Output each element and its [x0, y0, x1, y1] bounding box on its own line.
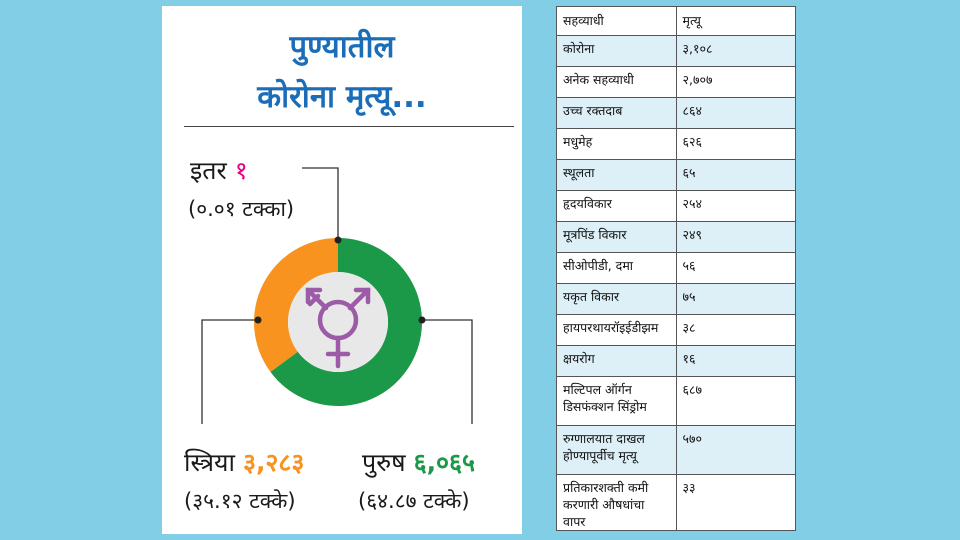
comorbidity-label-line: डिसफंक्शन सिंड्रोम [563, 399, 647, 414]
comorbidity-cell: यकृत विकार [556, 283, 677, 315]
comorbidity-label-line: मल्टिपल ऑर्गन [563, 382, 632, 397]
female-marker-dot [254, 316, 262, 324]
comorbidity-label-line: सीओपीडी, दमा [563, 258, 634, 273]
deaths-cell: ५६ [675, 252, 796, 284]
comorbidity-label-line: यकृत विकार [563, 289, 620, 304]
deaths-cell: २४९ [675, 221, 796, 253]
table-row: हृदयविकार २५४ [556, 190, 796, 222]
other-leader-line [302, 167, 339, 240]
comorbidity-label-line: उच्च रक्तदाब [563, 103, 623, 118]
female-percent: (३५.१२ टक्के) [184, 489, 296, 513]
table-row: स्थूलता ६५ [556, 159, 796, 191]
transgender-symbol-icon [305, 287, 371, 369]
table-row: सीओपीडी, दमा ५६ [556, 252, 796, 284]
comorbidity-cell: कोरोना [556, 35, 677, 67]
deaths-cell: ३८ [675, 314, 796, 346]
comorbidity-cell: सीओपीडी, दमा [556, 252, 677, 284]
table-row: मल्टिपल ऑर्गन डिसफंक्शन सिंड्रोम ६८७ [556, 376, 796, 426]
female-label: स्त्रिया ३,२८३ [184, 448, 304, 478]
male-leader-line [422, 319, 473, 424]
table-header-row: सहव्याधी मृत्यू [556, 6, 796, 36]
comorbidity-label-line: मधुमेह [563, 134, 593, 149]
male-marker-dot [418, 316, 426, 324]
header-deaths: मृत्यू [675, 6, 796, 36]
male-value: ६,०६५ [413, 448, 476, 477]
other-percent: (०.०१ टक्का) [188, 197, 295, 221]
deaths-cell: २,७०७ [675, 66, 796, 98]
comorbidity-cell: उच्च रक्तदाब [556, 97, 677, 129]
deaths-cell: ७५ [675, 283, 796, 315]
male-percent: (६४.८७ टक्के) [358, 489, 470, 513]
comorbidity-cell: हृदयविकार [556, 190, 677, 222]
deaths-cell: २५४ [675, 190, 796, 222]
table-row: रुग्णालयात दाखल होण्यापूर्वीच मृत्यू ५७० [556, 425, 796, 475]
donut-chart [201, 167, 473, 424]
deaths-cell: ३,१०८ [675, 35, 796, 67]
comorbidity-label-line: करणारी औषधांचा वापर [563, 497, 645, 529]
deaths-cell: ६२६ [675, 128, 796, 160]
female-leader-line [201, 319, 258, 424]
table-row: प्रतिकारशक्ती कमी करणारी औषधांचा वापर ३३ [556, 474, 796, 531]
comorbidity-label-line: अनेक सहव्याधी [563, 72, 634, 87]
comorbidity-cell: मूत्रपिंड विकार [556, 221, 677, 253]
header-comorbidity: सहव्याधी [556, 6, 677, 36]
comorbidity-label-line: रुग्णालयात दाखल [563, 431, 645, 446]
table-row: क्षयरोग १६ [556, 345, 796, 377]
deaths-cell: ६५ [675, 159, 796, 191]
comorbidity-cell: मधुमेह [556, 128, 677, 160]
table-row: मूत्रपिंड विकार २४९ [556, 221, 796, 253]
comorbidity-label-line: हायपरथायरॉइईडीझम [563, 320, 659, 335]
comorbidity-label-line: क्षयरोग [563, 351, 595, 366]
female-value: ३,२८३ [242, 448, 305, 477]
infographic-title-line1: पुण्यातील [289, 29, 395, 65]
comorbidity-cell: प्रतिकारशक्ती कमी करणारी औषधांचा वापर [556, 474, 677, 531]
comorbidity-table: सहव्याधी मृत्यू कोरोना ३,१०८ अनेक सहव्याधी… [556, 6, 796, 531]
comorbidity-cell: हायपरथायरॉइईडीझम [556, 314, 677, 346]
male-label-text: पुरुष [362, 448, 406, 477]
other-value: १ [234, 156, 248, 185]
other-marker-dot [334, 236, 342, 244]
other-label-text: इतर [190, 156, 227, 185]
comorbidity-label-line: कोरोना [563, 41, 595, 56]
male-slice [270, 238, 422, 406]
table-row: हायपरथायरॉइईडीझम ३८ [556, 314, 796, 346]
deaths-cell: ६८७ [675, 376, 796, 426]
comorbidity-cell: स्थूलता [556, 159, 677, 191]
table-row: मधुमेह ६२६ [556, 128, 796, 160]
female-label-text: स्त्रिया [184, 448, 235, 477]
comorbidity-cell: क्षयरोग [556, 345, 677, 377]
female-slice [253, 238, 338, 372]
comorbidity-cell: अनेक सहव्याधी [556, 66, 677, 98]
comorbidity-cell: रुग्णालयात दाखल होण्यापूर्वीच मृत्यू [556, 425, 677, 475]
infographic-title-line2: कोरोना मृत्यू... [257, 79, 427, 115]
other-label: इतर १ [190, 156, 248, 186]
comorbidity-cell: मल्टिपल ऑर्गन डिसफंक्शन सिंड्रोम [556, 376, 677, 426]
comorbidity-label-line: होण्यापूर्वीच मृत्यू [563, 448, 637, 463]
comorbidity-label-line: मूत्रपिंड विकार [563, 227, 627, 242]
deaths-cell: १६ [675, 345, 796, 377]
deaths-cell: ८६४ [675, 97, 796, 129]
male-label: पुरुष ६,०६५ [362, 448, 475, 478]
title-divider [184, 126, 514, 127]
table-row: अनेक सहव्याधी २,७०७ [556, 66, 796, 98]
deaths-cell: ५७० [675, 425, 796, 475]
deaths-cell: ३३ [675, 474, 796, 531]
comorbidity-label-line: प्रतिकारशक्ती कमी [563, 480, 649, 495]
table-row: यकृत विकार ७५ [556, 283, 796, 315]
table-row: कोरोना ३,१०८ [556, 35, 796, 67]
comorbidity-label-line: स्थूलता [563, 165, 595, 180]
infographic-panel: पुण्यातील कोरोना मृत्यू... इतर १ (०.०१ ट… [162, 6, 522, 534]
comorbidity-label-line: हृदयविकार [563, 196, 612, 211]
table-row: उच्च रक्तदाब ८६४ [556, 97, 796, 129]
